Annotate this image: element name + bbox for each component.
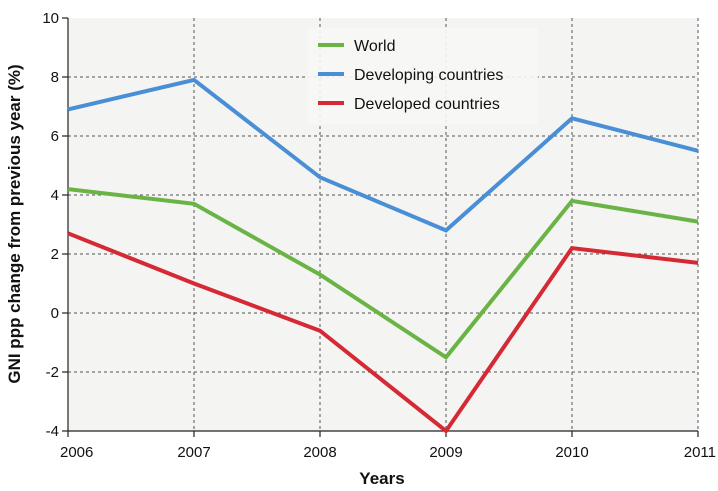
series-line-developed-countries [67, 231, 699, 434]
axes [67, 18, 698, 432]
x-axis-ticks: 2006 2007 2008 2009 2010 2011 [60, 431, 716, 461]
y-tick-label: 10 [42, 10, 59, 27]
x-tick-label: 2010 [555, 444, 588, 461]
x-tick-label: 2006 [60, 444, 93, 461]
x-axis-title: Years [359, 469, 404, 488]
y-axis-ticks: -4 -2 0 2 4 6 8 10 [42, 10, 68, 440]
y-tick-label: 8 [51, 69, 59, 86]
y-tick-label: 0 [51, 305, 59, 322]
series-lines [67, 77, 699, 434]
y-tick-label: -4 [46, 423, 59, 440]
y-tick-label: 2 [51, 246, 59, 263]
series-line-developing-countries [67, 77, 699, 233]
x-tick-label: 2008 [303, 444, 336, 461]
legend: World Developing countries Developed count… [308, 28, 538, 124]
legend-box [308, 28, 538, 124]
legend-label: World [354, 38, 396, 55]
y-tick-label: 4 [51, 187, 59, 204]
x-tick-label: 2009 [429, 444, 462, 461]
legend-label: Developed countries [354, 96, 500, 113]
series-line-world [67, 187, 699, 360]
y-axis-title: GNI ppp change from previous year (%) [5, 64, 24, 383]
x-tick-label: 2011 [684, 444, 716, 461]
y-tick-label: -2 [46, 364, 59, 381]
legend-label: Developing countries [354, 67, 503, 84]
x-tick-label: 2007 [177, 444, 210, 461]
y-tick-label: 6 [51, 128, 59, 145]
